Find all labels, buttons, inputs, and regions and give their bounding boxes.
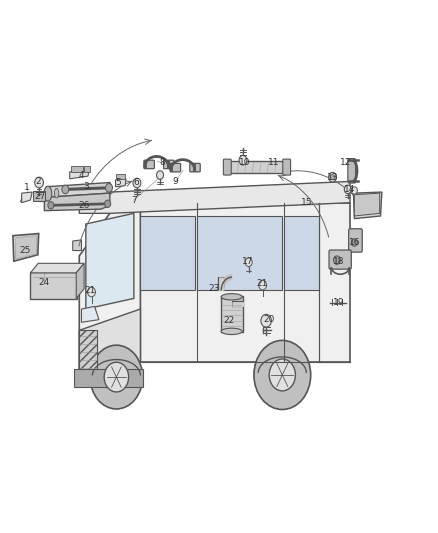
Polygon shape (76, 263, 84, 298)
Text: 13: 13 (327, 173, 338, 182)
Circle shape (156, 171, 163, 179)
FancyBboxPatch shape (116, 174, 125, 179)
Circle shape (105, 200, 111, 207)
Polygon shape (79, 309, 141, 373)
FancyBboxPatch shape (30, 272, 77, 299)
Text: 19: 19 (333, 298, 345, 307)
Polygon shape (86, 213, 134, 309)
Polygon shape (70, 171, 89, 179)
FancyBboxPatch shape (144, 160, 154, 168)
Circle shape (259, 280, 267, 290)
FancyBboxPatch shape (227, 161, 286, 173)
FancyBboxPatch shape (283, 159, 290, 175)
Text: 15: 15 (300, 198, 312, 207)
Polygon shape (141, 203, 350, 362)
Circle shape (133, 178, 141, 188)
Circle shape (62, 185, 69, 193)
Text: 12: 12 (340, 158, 351, 167)
Polygon shape (81, 306, 99, 322)
Circle shape (269, 359, 295, 391)
Text: 22: 22 (223, 316, 235, 325)
Polygon shape (13, 233, 39, 261)
Circle shape (104, 362, 129, 392)
Circle shape (245, 258, 252, 266)
FancyBboxPatch shape (223, 159, 231, 175)
Text: 11: 11 (268, 158, 279, 167)
FancyBboxPatch shape (71, 166, 83, 172)
Circle shape (351, 239, 357, 246)
Circle shape (106, 183, 113, 192)
Circle shape (88, 287, 95, 297)
Circle shape (261, 314, 272, 327)
Circle shape (351, 187, 357, 194)
Polygon shape (79, 203, 141, 373)
Polygon shape (116, 179, 126, 187)
Ellipse shape (221, 328, 242, 335)
FancyBboxPatch shape (285, 216, 319, 290)
Ellipse shape (44, 186, 52, 201)
Polygon shape (79, 181, 350, 213)
FancyBboxPatch shape (197, 216, 283, 290)
FancyBboxPatch shape (33, 191, 45, 201)
Circle shape (330, 174, 335, 180)
Circle shape (333, 256, 340, 264)
Polygon shape (44, 193, 110, 211)
Text: 23: 23 (208, 284, 219, 293)
Text: 16: 16 (349, 238, 360, 247)
Text: 25: 25 (19, 246, 30, 255)
Text: 14: 14 (344, 185, 356, 194)
Circle shape (344, 185, 351, 193)
Polygon shape (79, 330, 97, 373)
Text: 1: 1 (24, 183, 30, 192)
Circle shape (328, 172, 336, 182)
FancyBboxPatch shape (163, 160, 174, 168)
Circle shape (254, 341, 311, 409)
Text: 20: 20 (264, 315, 275, 324)
Text: 7: 7 (131, 196, 137, 205)
Polygon shape (21, 192, 32, 203)
Text: 21: 21 (256, 279, 268, 288)
Text: 3: 3 (83, 182, 89, 191)
Polygon shape (73, 240, 81, 251)
FancyBboxPatch shape (74, 369, 144, 387)
FancyBboxPatch shape (190, 164, 200, 172)
Text: 5: 5 (116, 178, 121, 187)
Text: 6: 6 (133, 178, 139, 187)
FancyBboxPatch shape (348, 159, 356, 183)
Text: 9: 9 (173, 177, 178, 186)
Text: 18: 18 (333, 257, 345, 265)
Polygon shape (44, 182, 112, 197)
Text: 17: 17 (242, 257, 253, 265)
Polygon shape (354, 193, 380, 216)
Polygon shape (30, 263, 84, 273)
FancyBboxPatch shape (84, 166, 90, 172)
Text: 2: 2 (35, 177, 41, 186)
Text: 10: 10 (240, 158, 251, 167)
Circle shape (35, 177, 43, 188)
Text: 4: 4 (79, 171, 84, 180)
Ellipse shape (54, 188, 59, 198)
FancyBboxPatch shape (170, 164, 180, 172)
Circle shape (239, 156, 247, 165)
FancyBboxPatch shape (349, 229, 362, 252)
FancyBboxPatch shape (141, 216, 195, 290)
Text: 21: 21 (85, 286, 96, 295)
Circle shape (48, 201, 54, 209)
Polygon shape (353, 192, 382, 219)
Circle shape (90, 345, 143, 409)
Text: 24: 24 (39, 278, 50, 287)
Text: 8: 8 (159, 158, 165, 167)
Text: 27: 27 (34, 192, 46, 201)
FancyBboxPatch shape (221, 296, 243, 332)
Text: 26: 26 (78, 201, 89, 210)
FancyBboxPatch shape (329, 250, 351, 269)
Ellipse shape (221, 294, 242, 300)
Polygon shape (15, 236, 36, 259)
